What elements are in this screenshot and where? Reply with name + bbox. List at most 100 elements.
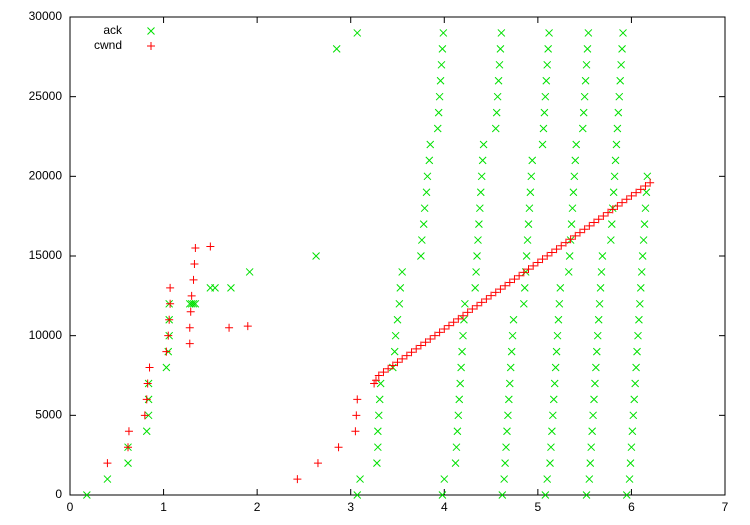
point	[191, 299, 200, 308]
point	[626, 459, 635, 467]
y-tick-label: 30000	[29, 9, 63, 23]
x-tick-label: 4	[441, 500, 448, 514]
point	[388, 361, 397, 370]
point	[543, 475, 552, 483]
point	[492, 108, 501, 117]
y-tick-label: 15000	[29, 248, 63, 262]
point	[227, 284, 235, 292]
x-tick-label: 5	[535, 500, 542, 514]
point	[551, 363, 560, 372]
point	[646, 178, 655, 187]
point	[547, 443, 555, 452]
point	[590, 218, 598, 227]
point	[570, 172, 579, 181]
point	[313, 459, 322, 468]
point	[578, 124, 587, 133]
point	[589, 411, 597, 420]
point	[398, 268, 407, 276]
point	[351, 427, 360, 436]
point	[312, 252, 320, 260]
point	[376, 379, 385, 388]
point	[435, 328, 444, 337]
point	[529, 261, 538, 270]
point	[581, 76, 590, 85]
point	[520, 284, 529, 292]
legend-label: cwnd	[94, 38, 122, 52]
point	[185, 299, 194, 308]
point	[594, 215, 603, 224]
point	[592, 363, 600, 372]
point	[606, 236, 615, 244]
point	[371, 376, 380, 385]
point	[186, 307, 195, 316]
point	[638, 252, 647, 260]
point	[598, 252, 607, 260]
point	[522, 252, 531, 260]
point	[609, 188, 618, 197]
point	[542, 76, 551, 85]
point	[540, 108, 549, 117]
point	[636, 284, 645, 292]
point	[452, 443, 461, 452]
point	[613, 201, 622, 210]
point	[524, 265, 533, 274]
x-tick-label: 2	[254, 500, 261, 514]
point	[103, 459, 112, 468]
point	[162, 363, 171, 372]
point	[550, 379, 559, 388]
point	[426, 140, 435, 149]
point	[579, 108, 588, 117]
point	[416, 341, 425, 350]
point	[593, 331, 602, 340]
point	[420, 204, 429, 213]
point	[552, 245, 561, 254]
point	[565, 252, 574, 260]
point	[356, 475, 364, 483]
point	[449, 318, 458, 327]
x-tick-label: 0	[67, 500, 74, 514]
point	[459, 311, 467, 320]
point	[564, 268, 573, 276]
point	[454, 411, 463, 420]
point	[506, 363, 515, 372]
point	[433, 124, 442, 133]
x-tick-label: 1	[160, 500, 167, 514]
point	[610, 172, 619, 181]
point	[545, 29, 553, 37]
point	[426, 335, 435, 344]
point	[425, 156, 434, 165]
point	[472, 268, 480, 276]
point	[459, 331, 467, 340]
x-tick-label: 7	[722, 500, 729, 514]
point	[555, 299, 564, 308]
legend-label: ack	[103, 23, 123, 37]
point	[189, 299, 198, 308]
point	[546, 459, 554, 467]
point	[594, 315, 603, 324]
point	[436, 76, 445, 85]
point	[611, 156, 620, 165]
y-tick-label: 5000	[35, 408, 62, 422]
point	[493, 92, 502, 101]
point	[475, 220, 483, 228]
point	[419, 220, 428, 228]
point	[379, 368, 388, 377]
point	[395, 299, 404, 308]
point	[402, 351, 411, 360]
point	[487, 291, 496, 300]
point	[476, 188, 485, 197]
point	[185, 323, 194, 332]
point	[596, 284, 605, 292]
point	[557, 241, 566, 250]
point	[496, 45, 505, 53]
point	[585, 475, 594, 483]
point	[618, 45, 626, 53]
point	[501, 459, 509, 467]
point	[417, 236, 426, 244]
point	[533, 258, 542, 267]
point	[353, 29, 362, 37]
point	[607, 220, 616, 228]
point	[635, 299, 644, 308]
point	[332, 45, 341, 53]
point	[456, 379, 465, 388]
